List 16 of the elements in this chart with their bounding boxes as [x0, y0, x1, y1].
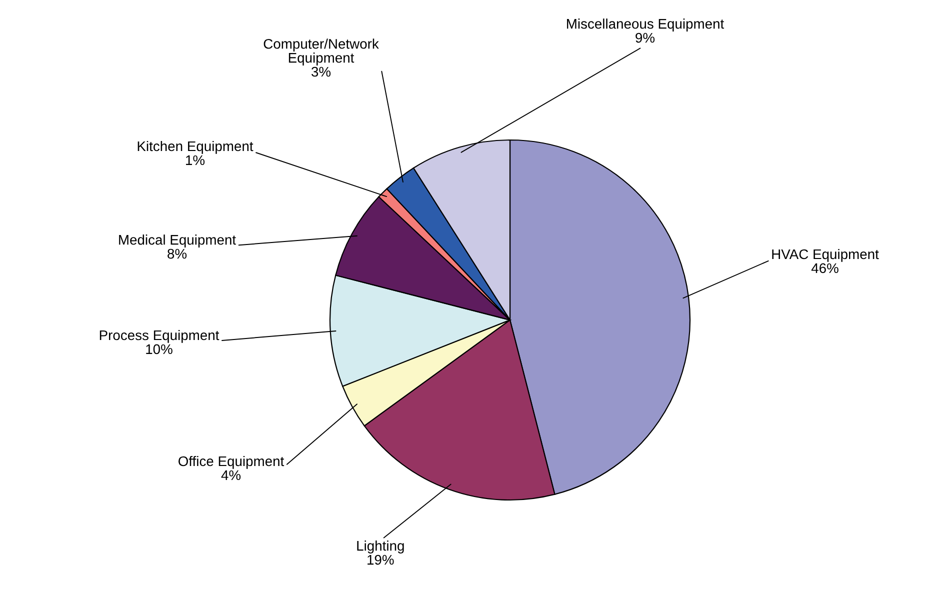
data-label: 8%: [168, 248, 187, 259]
slice-label: Kitchen Equipment: [138, 140, 254, 154]
data-label: 19%: [368, 554, 394, 565]
slice-label: Office Equipment: [178, 456, 284, 469]
data-label: 9%: [636, 32, 655, 43]
data-label: 10%: [146, 344, 172, 354]
data-label: 4%: [221, 470, 241, 480]
slice-label: Lighting: [357, 540, 404, 554]
data-label: 1%: [186, 155, 205, 166]
slice-label: HVAC Equipment: [772, 248, 879, 262]
data-label: 3%: [311, 66, 331, 77]
slice-label: Computer/Network Equipment: [264, 38, 379, 66]
slice-label: Process Equipment: [100, 330, 220, 343]
slice-label: Miscellaneous Equipment: [567, 18, 724, 32]
data-label: 46%: [811, 263, 838, 274]
slice-label: Medical Equipment: [119, 234, 236, 248]
